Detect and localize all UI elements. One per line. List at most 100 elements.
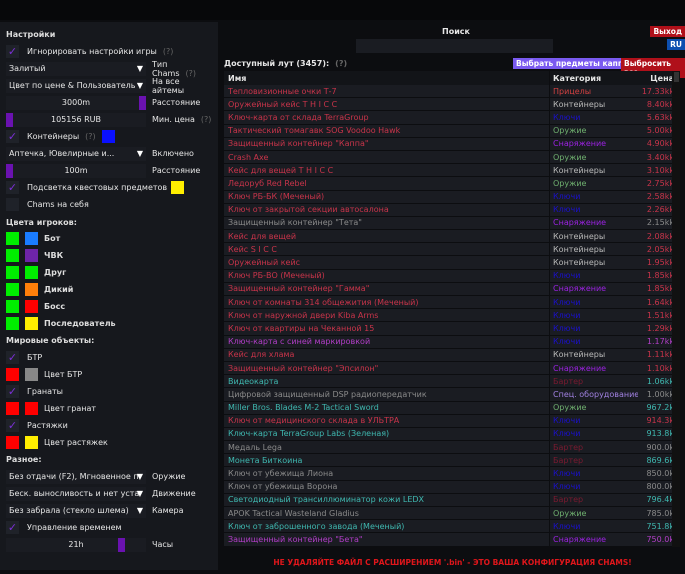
table-row[interactable]: APOK Tactical Wasteland Gladius Оружие 785… bbox=[224, 507, 676, 521]
containers-checkbox[interactable]: ✓ Контейнеры (?) bbox=[6, 128, 212, 145]
table-row[interactable]: Защищенный контейнер "Тета" Снаряжение 2.1… bbox=[224, 216, 676, 231]
slider-handle[interactable] bbox=[118, 537, 125, 552]
containers-color-swatch[interactable] bbox=[101, 130, 115, 143]
table-row[interactable]: Кейс для вещей Контейнеры 2.08kk bbox=[224, 230, 676, 244]
weapon-dropdown[interactable]: Без отдачи (F2), Мгновенное п ▼ bbox=[6, 469, 146, 484]
table-row[interactable]: Видеокарта Бартер 1.06kk bbox=[224, 375, 676, 389]
table-row[interactable]: Ключ РБ-ВО (Меченый) Ключи 1.85kk bbox=[224, 269, 676, 283]
table-row[interactable]: Crash Axe Оружие 3.40kk bbox=[224, 150, 676, 165]
ignore-game-checkbox[interactable]: ✓ Игнорировать настройки игры (?) bbox=[6, 43, 212, 60]
min-price-slider[interactable]: 105156 RUB bbox=[6, 112, 146, 127]
checkbox-empty bbox=[6, 198, 19, 211]
scrollbar-thumb[interactable] bbox=[673, 72, 679, 82]
table-row[interactable]: Кейс S I C C Контейнеры 2.05kk bbox=[224, 243, 676, 257]
distance-slider[interactable]: 3000m bbox=[6, 95, 146, 110]
item-price: 1.06kk bbox=[646, 376, 674, 386]
table-row[interactable]: Ключ РБ-БК (Меченый) Ключи 2.58kk bbox=[224, 190, 676, 204]
item-price: 2.05kk bbox=[646, 244, 674, 254]
btr-color-swatch[interactable] bbox=[6, 368, 19, 381]
table-row[interactable]: Медаль Lega Бартер 900.0k bbox=[224, 441, 676, 455]
scrollbar[interactable] bbox=[672, 71, 680, 547]
table-row[interactable]: Ключ от квартиры на Чеканной 15 Ключи 1.29… bbox=[224, 322, 676, 336]
chams-type-dropdown[interactable]: Залитый ▼ bbox=[6, 61, 146, 76]
table-row[interactable]: Цифровой защищенный DSP радиопередатчик С… bbox=[224, 388, 676, 402]
table-row[interactable]: Светодиодный трансиллюминатор кожи LEDX Б… bbox=[224, 493, 676, 507]
exit-button[interactable]: Выход bbox=[650, 26, 685, 37]
table-row[interactable]: Тактический томагавк SOG Voodoo Hawk Оруж… bbox=[224, 124, 676, 138]
player-color-swatch[interactable] bbox=[6, 232, 19, 245]
table-row[interactable]: Ключ-карта с синей маркировкой Ключи 1.17k… bbox=[224, 335, 676, 349]
help-icon[interactable]: (?) bbox=[200, 115, 212, 124]
table-row[interactable]: Защищенный контейнер "Бета" Снаряжение 750… bbox=[224, 533, 676, 547]
container-distance-slider[interactable]: 100m bbox=[6, 163, 146, 178]
item-name: Miller Bros. Blades M-2 Tactical Sword bbox=[224, 401, 550, 414]
item-name: Ключ от убежища Лиона bbox=[224, 467, 550, 480]
quest-highlight-checkbox[interactable]: ✓ Подсветка квестовых предметов bbox=[6, 179, 212, 196]
player-color-swatch[interactable] bbox=[6, 300, 19, 313]
player-color-swatch[interactable] bbox=[6, 283, 19, 296]
player-color-swatch-2[interactable] bbox=[25, 317, 38, 330]
table-row[interactable]: Монета Биткоина Бартер 869.6k bbox=[224, 454, 676, 468]
container-types-dropdown[interactable]: Аптечка, Ювелирные и... ▼ bbox=[6, 146, 146, 161]
column-price[interactable]: Цена bbox=[650, 73, 674, 83]
player-color-swatch[interactable] bbox=[6, 249, 19, 262]
table-row[interactable]: Ключ от медицинского склада в УЛЬТРА Ключ… bbox=[224, 414, 676, 428]
chams-self-checkbox[interactable]: Chams на себя bbox=[6, 196, 212, 213]
btr-checkbox[interactable]: ✓ БТР bbox=[6, 349, 212, 366]
help-icon[interactable]: (?) bbox=[335, 59, 348, 68]
slider-handle[interactable] bbox=[6, 163, 13, 178]
camera-dropdown[interactable]: Без забрала (стекло шлема) ▼ bbox=[6, 503, 146, 518]
time-control-checkbox[interactable]: ✓ Управление временем bbox=[6, 519, 212, 536]
table-row[interactable]: Ключ от закрытой секции автосалона Ключи 2… bbox=[224, 203, 676, 217]
label: БТР bbox=[27, 353, 43, 362]
tripwire-color-swatch[interactable] bbox=[6, 436, 19, 449]
help-icon[interactable]: (?) bbox=[185, 68, 197, 78]
item-price: 1.11kk bbox=[646, 350, 674, 360]
settings-title: Настройки bbox=[6, 30, 56, 39]
hours-slider[interactable]: 21h bbox=[6, 537, 146, 552]
table-row[interactable]: Кейс для хлама Контейнеры 1.11kk bbox=[224, 348, 676, 362]
table-row[interactable]: Miller Bros. Blades M-2 Tactical Sword Ор… bbox=[224, 401, 676, 415]
table-row[interactable]: Ключ от убежища Ворона Ключи 800.0k bbox=[224, 480, 676, 494]
tripwires-checkbox[interactable]: ✓ Растяжки bbox=[6, 417, 212, 434]
grenade-color-swatch-2[interactable] bbox=[25, 402, 38, 415]
player-color-swatch-2[interactable] bbox=[25, 300, 38, 313]
table-row[interactable]: Ключ-карта от склада TerraGroup Ключи 5.63… bbox=[224, 111, 676, 125]
search-input[interactable] bbox=[356, 39, 553, 53]
slider-handle[interactable] bbox=[139, 95, 146, 110]
movement-dropdown[interactable]: Беск. выносливость и нет уста ▼ bbox=[6, 486, 146, 501]
player-color-swatch[interactable] bbox=[6, 317, 19, 330]
player-color-swatch-2[interactable] bbox=[25, 283, 38, 296]
table-row[interactable]: Оружейный кейс T H I C C Контейнеры 8.40kk bbox=[224, 98, 676, 112]
column-name[interactable]: Имя bbox=[224, 71, 550, 85]
player-color-swatch-2[interactable] bbox=[25, 266, 38, 279]
grenades-checkbox[interactable]: ✓ Гранаты bbox=[6, 383, 212, 400]
table-row[interactable]: Ключ от убежища Лиона Ключи 850.0k bbox=[224, 467, 676, 481]
table-row[interactable]: Тепловизионные очки Т-7 Прицелы 17.33kk bbox=[224, 85, 676, 99]
select-kappa-button[interactable]: Выбрать предметы каппа bbox=[513, 58, 632, 69]
slider-handle[interactable] bbox=[6, 112, 13, 127]
table-row[interactable]: Ключ от заброшенного завода (Меченый) Клю… bbox=[224, 520, 676, 534]
table-row[interactable]: Ключ от наружной двери Kiba Arms Ключи 1.5… bbox=[224, 309, 676, 323]
btr-color-swatch-2[interactable] bbox=[25, 368, 38, 381]
table-row[interactable]: Ключ от комнаты 314 общежития (Меченый) К… bbox=[224, 296, 676, 310]
player-type-label: Дикий bbox=[44, 285, 74, 294]
table-row[interactable]: Ледоруб Red Rebel Оружие 2.75kk bbox=[224, 177, 676, 191]
language-button[interactable]: RU bbox=[667, 39, 685, 50]
table-row[interactable]: Кейс для вещей T H I C C Контейнеры 3.10kk bbox=[224, 164, 676, 178]
table-row[interactable]: Защищенный контейнер "Гамма" Снаряжение 1.… bbox=[224, 282, 676, 296]
tripwire-color-swatch-2[interactable] bbox=[25, 436, 38, 449]
color-mode-dropdown[interactable]: Цвет по цене & Пользователь ▼ bbox=[6, 78, 146, 93]
help-icon[interactable]: (?) bbox=[162, 47, 174, 56]
player-color-swatch-2[interactable] bbox=[25, 232, 38, 245]
grenade-color-swatch[interactable] bbox=[6, 402, 19, 415]
table-row[interactable]: Защищенный контейнер "Эпсилон" Снаряжение… bbox=[224, 361, 676, 376]
table-row[interactable]: Ключ-карта TerraGroup Labs (Зеленая) Ключ… bbox=[224, 427, 676, 442]
player-color-swatch[interactable] bbox=[6, 266, 19, 279]
player-color-swatch-2[interactable] bbox=[25, 249, 38, 262]
table-row[interactable]: Оружейный кейс Контейнеры 1.95kk bbox=[224, 256, 676, 270]
quest-color-swatch[interactable] bbox=[171, 181, 185, 194]
help-icon[interactable]: (?) bbox=[85, 132, 96, 141]
column-category[interactable]: Категория bbox=[553, 73, 602, 83]
table-row[interactable]: Защищенный контейнер "Каппа" Снаряжение 4.… bbox=[224, 137, 676, 151]
